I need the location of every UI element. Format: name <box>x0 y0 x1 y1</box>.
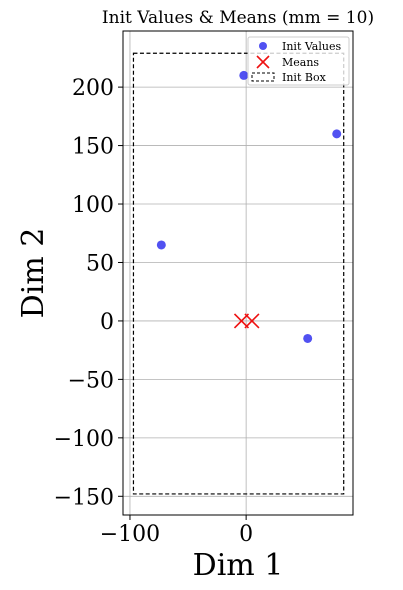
chart-title: Init Values & Means (mm = 10) <box>102 8 374 28</box>
points-layer <box>156 70 342 343</box>
y-tick-label: −150 <box>54 485 114 510</box>
legend-means-label: Means <box>282 56 319 69</box>
legend-init-values-marker <box>259 42 267 50</box>
y-tick-label: 150 <box>72 135 114 160</box>
mean-point <box>244 313 260 329</box>
init-value-point <box>332 129 342 139</box>
x-axis-label: Dim 1 <box>193 548 284 583</box>
legend-init-box-label: Init Box <box>282 71 327 84</box>
x-tick-label: 0 <box>239 522 253 547</box>
y-tick-label: 200 <box>72 76 114 101</box>
y-tick-label: −100 <box>54 427 114 452</box>
y-tick-label: 100 <box>72 193 114 218</box>
y-axis-label: Dim 2 <box>16 228 51 319</box>
legend-means-marker <box>256 55 270 69</box>
y-tick-label: 0 <box>100 310 114 335</box>
init-value-point <box>156 240 166 250</box>
y-tick-label: −50 <box>68 368 114 393</box>
init-box-layer <box>132 52 345 495</box>
init-box <box>132 52 345 495</box>
legend-init-box-marker <box>251 72 275 82</box>
init-value-point <box>239 70 249 80</box>
init-value-point <box>303 333 313 343</box>
grid <box>123 31 353 515</box>
ticks-layer: −100 0 −150 −100 −50 0 50 100 150 200 <box>54 76 254 547</box>
y-tick-label: 50 <box>86 251 114 276</box>
legend-init-values-label: Init Values <box>282 40 341 53</box>
legend: Init Values Means Init Box <box>247 36 350 86</box>
x-tick-label: −100 <box>100 522 160 547</box>
plot-frame <box>122 30 354 516</box>
